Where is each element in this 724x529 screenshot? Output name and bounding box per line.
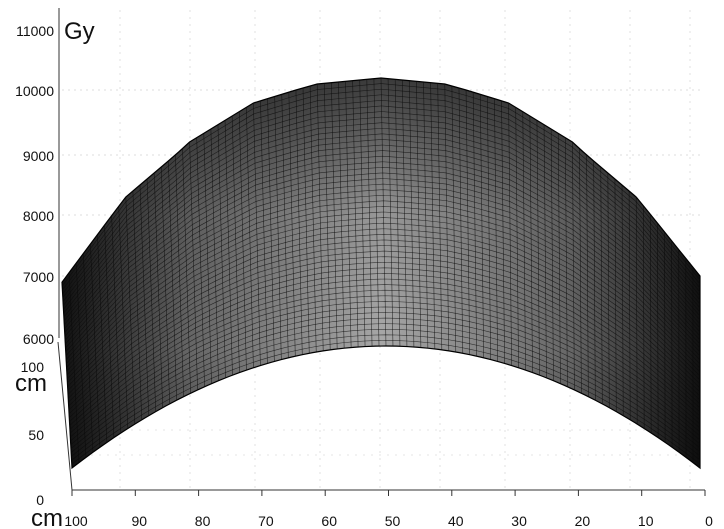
x-tick-label: 50 <box>385 513 401 529</box>
z-axis-label: Gy <box>64 18 95 45</box>
x-ticks: 100 90 80 70 60 50 40 30 20 10 0 <box>64 490 713 529</box>
z-tick-label: 10000 <box>15 83 54 99</box>
x-tick-label: 90 <box>132 513 148 529</box>
x-tick-label: 70 <box>258 513 274 529</box>
x-tick-label: 60 <box>321 513 337 529</box>
y-tick-label: 0 <box>36 492 44 508</box>
x-axis-label: cm <box>31 505 63 529</box>
y-tick-label: 100 <box>21 359 45 375</box>
z-tick-label: 6000 <box>23 331 54 347</box>
x-tick-label: 40 <box>448 513 464 529</box>
y-axis-label: cm <box>15 370 47 397</box>
dose-surface <box>61 77 701 470</box>
x-tick-label: 100 <box>64 513 88 529</box>
y-axis-line <box>57 341 73 491</box>
y-ticks: 100 50 0 <box>21 359 45 508</box>
x-tick-label: 30 <box>511 513 527 529</box>
z-tick-label: 8000 <box>23 208 54 224</box>
x-tick-label: 80 <box>195 513 211 529</box>
x-tick-label: 20 <box>575 513 591 529</box>
z-tick-label: 9000 <box>23 148 54 164</box>
y-tick-label: 50 <box>28 427 44 443</box>
surface-mesh-horizontal <box>61 83 701 465</box>
x-tick-label: 0 <box>705 513 713 529</box>
z-tick-label: 7000 <box>23 269 54 285</box>
z-tick-label: 11000 <box>16 23 54 39</box>
x-tick-label: 10 <box>638 513 654 529</box>
z-ticks: 11000 10000 9000 8000 7000 6000 <box>15 23 54 347</box>
